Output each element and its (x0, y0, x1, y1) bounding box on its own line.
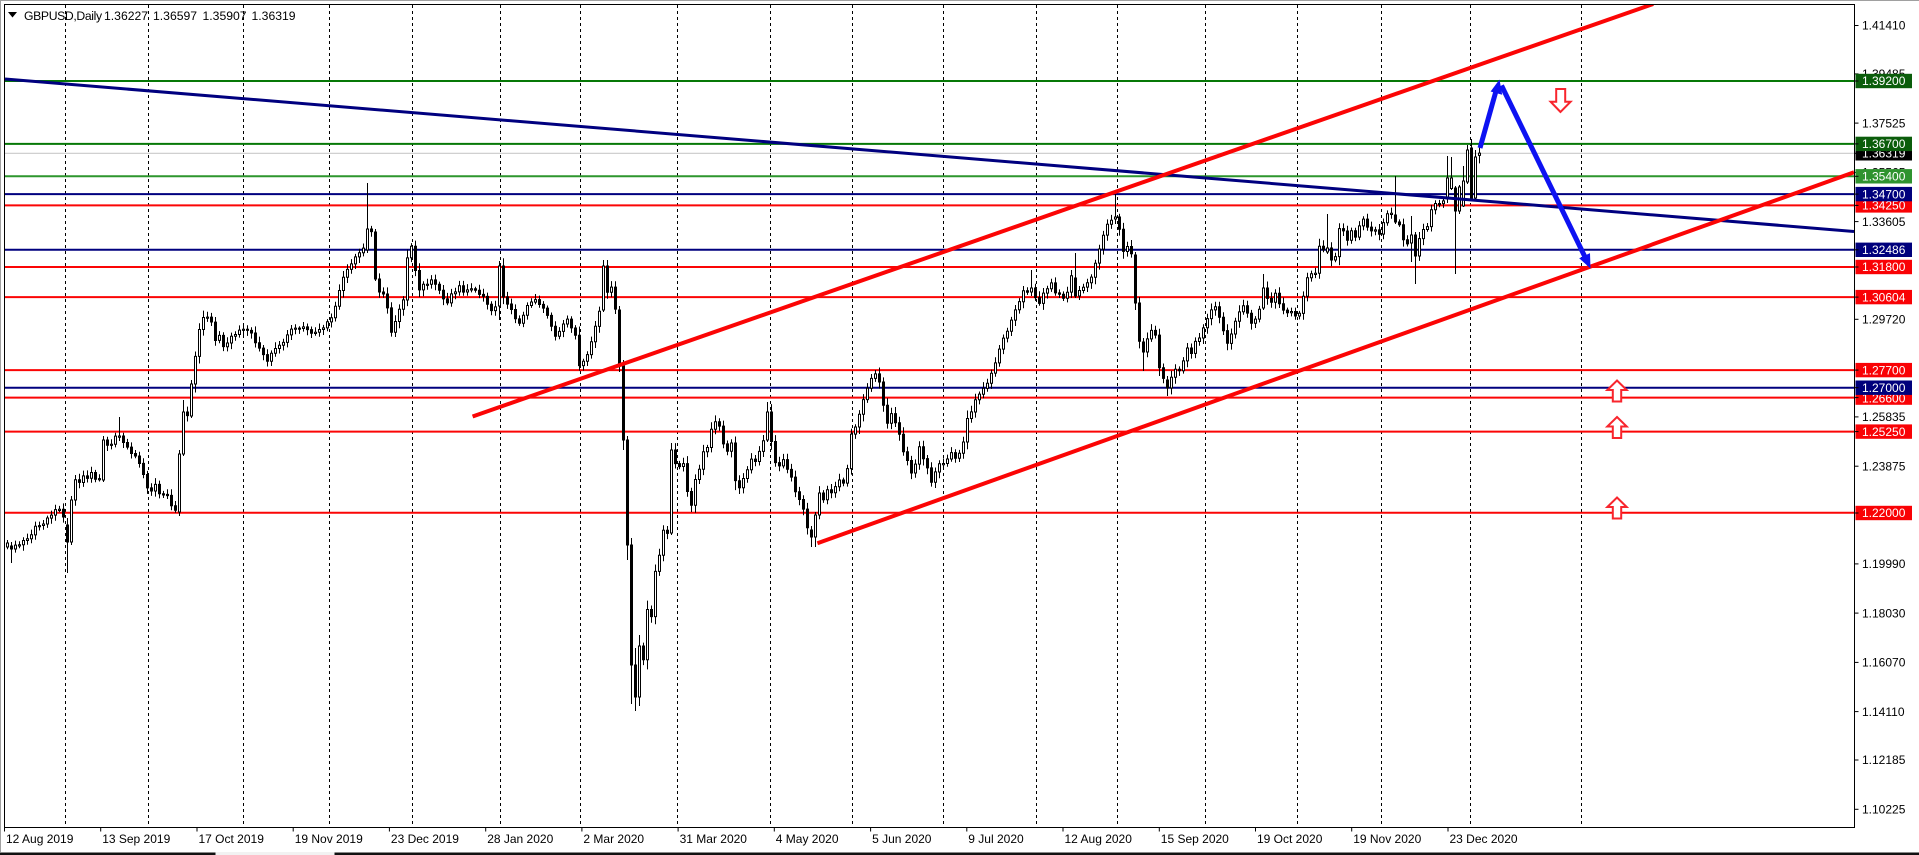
svg-text:1.10225: 1.10225 (1862, 803, 1906, 817)
svg-text:1.34700: 1.34700 (1862, 187, 1906, 201)
svg-text:1.23875: 1.23875 (1862, 459, 1906, 473)
svg-text:1.34250: 1.34250 (1862, 199, 1906, 213)
svg-text:1.16070: 1.16070 (1862, 656, 1906, 670)
svg-text:5 Jun 2020: 5 Jun 2020 (872, 832, 932, 846)
svg-text:1.26600: 1.26600 (1862, 392, 1906, 406)
svg-text:19 Oct 2020: 19 Oct 2020 (1257, 832, 1323, 846)
svg-text:1.36700: 1.36700 (1862, 137, 1906, 151)
svg-text:1.27000: 1.27000 (1862, 381, 1906, 395)
svg-text:1.25250: 1.25250 (1862, 425, 1906, 439)
svg-text:15 Sep 2020: 15 Sep 2020 (1161, 832, 1229, 846)
svg-text:17 Oct 2019: 17 Oct 2019 (199, 832, 265, 846)
svg-text:13 Sep 2019: 13 Sep 2019 (102, 832, 170, 846)
svg-text:1.29720: 1.29720 (1862, 313, 1906, 327)
svg-text:1.22000: 1.22000 (1862, 506, 1906, 520)
svg-text:19 Nov 2020: 19 Nov 2020 (1353, 832, 1421, 846)
svg-text:1.36597: 1.36597 (153, 9, 197, 23)
svg-text:1.36227: 1.36227 (104, 9, 148, 23)
svg-text:9 Jul 2020: 9 Jul 2020 (968, 832, 1024, 846)
svg-text:12 Aug 2020: 12 Aug 2020 (1065, 832, 1133, 846)
svg-text:1.33605: 1.33605 (1862, 215, 1906, 229)
svg-text:1.32486: 1.32486 (1862, 243, 1906, 257)
svg-text:1.41410: 1.41410 (1862, 19, 1906, 33)
svg-text:1.25835: 1.25835 (1862, 410, 1906, 424)
svg-text:GBPUSD,Daily: GBPUSD,Daily (24, 9, 103, 23)
svg-text:2 Mar 2020: 2 Mar 2020 (583, 832, 644, 846)
svg-text:1.31800: 1.31800 (1862, 260, 1906, 274)
svg-text:12 Aug 2019: 12 Aug 2019 (6, 832, 74, 846)
svg-text:1.35907: 1.35907 (203, 9, 247, 23)
svg-text:4 May 2020: 4 May 2020 (776, 832, 839, 846)
svg-text:1.30604: 1.30604 (1862, 290, 1906, 304)
svg-text:1.36319: 1.36319 (252, 9, 296, 23)
svg-text:23 Dec 2020: 23 Dec 2020 (1450, 832, 1518, 846)
svg-text:28 Jan 2020: 28 Jan 2020 (487, 832, 553, 846)
svg-text:1.39200: 1.39200 (1862, 74, 1906, 88)
svg-text:1.18030: 1.18030 (1862, 606, 1906, 620)
svg-text:1.12185: 1.12185 (1862, 753, 1906, 767)
svg-text:19 Nov 2019: 19 Nov 2019 (295, 832, 363, 846)
svg-text:23 Dec 2019: 23 Dec 2019 (391, 832, 459, 846)
svg-text:1.37525: 1.37525 (1862, 116, 1906, 130)
svg-text:1.27700: 1.27700 (1862, 363, 1906, 377)
svg-text:1.19990: 1.19990 (1862, 557, 1906, 571)
svg-text:1.14110: 1.14110 (1862, 705, 1905, 719)
svg-text:31 Mar 2020: 31 Mar 2020 (680, 832, 748, 846)
svg-text:1.35400: 1.35400 (1862, 170, 1906, 184)
